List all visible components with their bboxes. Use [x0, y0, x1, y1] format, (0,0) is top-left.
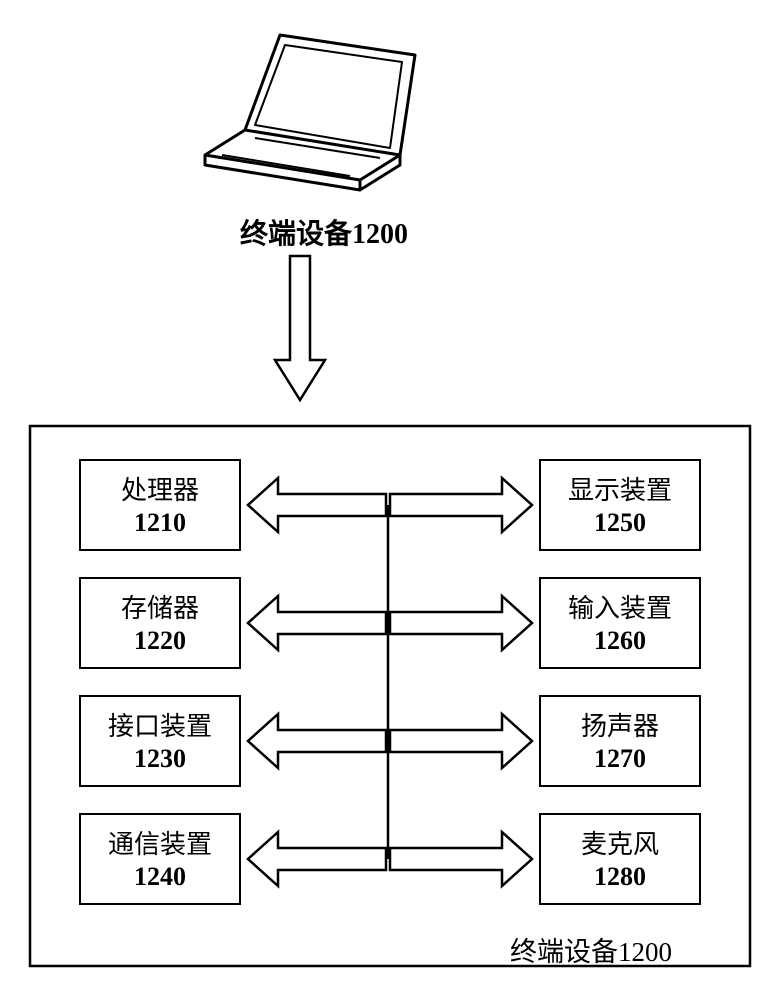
arrow-right-3 — [390, 832, 532, 886]
box-1280-name: 麦克风 — [540, 824, 700, 861]
arrow-right-0 — [390, 478, 532, 532]
box-1270-name: 扬声器 — [540, 706, 700, 743]
box-1270-num: 1270 — [540, 744, 700, 774]
arrow-right-1 — [390, 596, 532, 650]
laptop-icon — [205, 35, 415, 190]
box-1210-num: 1210 — [80, 508, 240, 538]
box-1250-num: 1250 — [540, 508, 700, 538]
arrow-left-1 — [248, 596, 386, 650]
box-1230-name: 接口装置 — [80, 706, 240, 743]
down-arrow — [275, 256, 325, 400]
arrow-left-2 — [248, 714, 386, 768]
box-1240-name: 通信装置 — [80, 824, 240, 861]
main-box-label: 终端设备1200 — [510, 930, 672, 969]
arrow-left-0 — [248, 478, 386, 532]
box-1250-name: 显示装置 — [540, 470, 700, 507]
box-1220-name: 存储器 — [80, 588, 240, 625]
diagram-root: 终端设备1200 处理器1210 存储器1220 接口装置1230 通信装置1240 显示… — [0, 0, 777, 1000]
box-1240-num: 1240 — [80, 862, 240, 892]
box-1210-name: 处理器 — [80, 470, 240, 507]
box-1220-num: 1220 — [80, 626, 240, 656]
arrow-right-2 — [390, 714, 532, 768]
arrow-left-3 — [248, 832, 386, 886]
box-1260-name: 输入装置 — [540, 588, 700, 625]
laptop-label: 终端设备1200 — [240, 212, 408, 252]
box-1260-num: 1260 — [540, 626, 700, 656]
box-1280-num: 1280 — [540, 862, 700, 892]
box-1230-num: 1230 — [80, 744, 240, 774]
